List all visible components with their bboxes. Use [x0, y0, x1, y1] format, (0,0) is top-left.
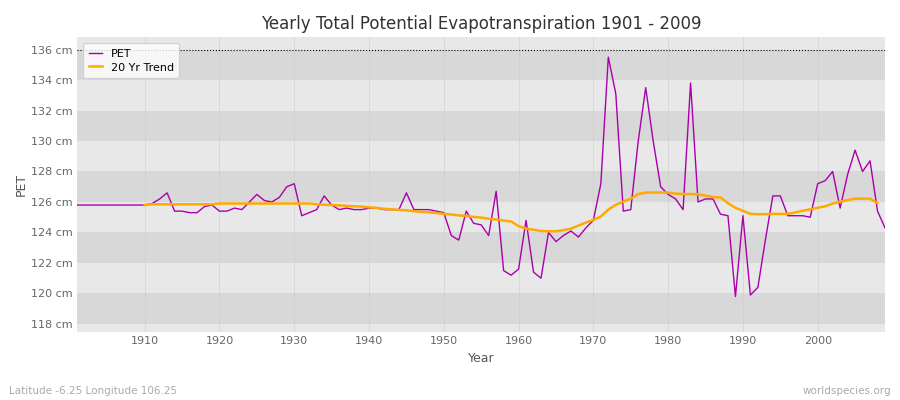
20 Yr Trend: [543, 229, 553, 234]
PET: [610, 91, 621, 96]
20 Yr Trend: [872, 201, 883, 206]
PET: [131, 203, 142, 208]
20 Yr Trend: [506, 219, 517, 224]
Legend: PET, 20 Yr Trend: PET, 20 Yr Trend: [83, 43, 179, 78]
PET: [730, 294, 741, 299]
Bar: [77, 232, 885, 263]
Bar: [77, 172, 885, 202]
Bar: [77, 263, 885, 294]
Bar: [77, 110, 885, 141]
Line: 20 Yr Trend: 20 Yr Trend: [145, 192, 877, 231]
20 Yr Trend: [528, 227, 539, 232]
20 Yr Trend: [730, 205, 741, 210]
PET: [296, 213, 307, 218]
20 Yr Trend: [334, 203, 345, 208]
Title: Yearly Total Potential Evapotranspiration 1901 - 2009: Yearly Total Potential Evapotranspiratio…: [261, 15, 701, 33]
X-axis label: Year: Year: [468, 352, 494, 365]
20 Yr Trend: [311, 202, 322, 207]
Text: worldspecies.org: worldspecies.org: [803, 386, 891, 396]
PET: [341, 206, 352, 210]
Bar: [77, 294, 885, 324]
PET: [513, 267, 524, 272]
Y-axis label: PET: PET: [15, 173, 28, 196]
Bar: [77, 141, 885, 172]
PET: [603, 55, 614, 60]
Bar: [77, 50, 885, 80]
Bar: [77, 202, 885, 232]
Text: Latitude -6.25 Longitude 106.25: Latitude -6.25 Longitude 106.25: [9, 386, 177, 396]
PET: [879, 226, 890, 230]
Line: PET: PET: [77, 57, 885, 296]
20 Yr Trend: [640, 190, 651, 195]
20 Yr Trend: [140, 203, 150, 208]
PET: [506, 273, 517, 278]
PET: [72, 203, 83, 208]
20 Yr Trend: [364, 205, 374, 210]
Bar: [77, 80, 885, 110]
